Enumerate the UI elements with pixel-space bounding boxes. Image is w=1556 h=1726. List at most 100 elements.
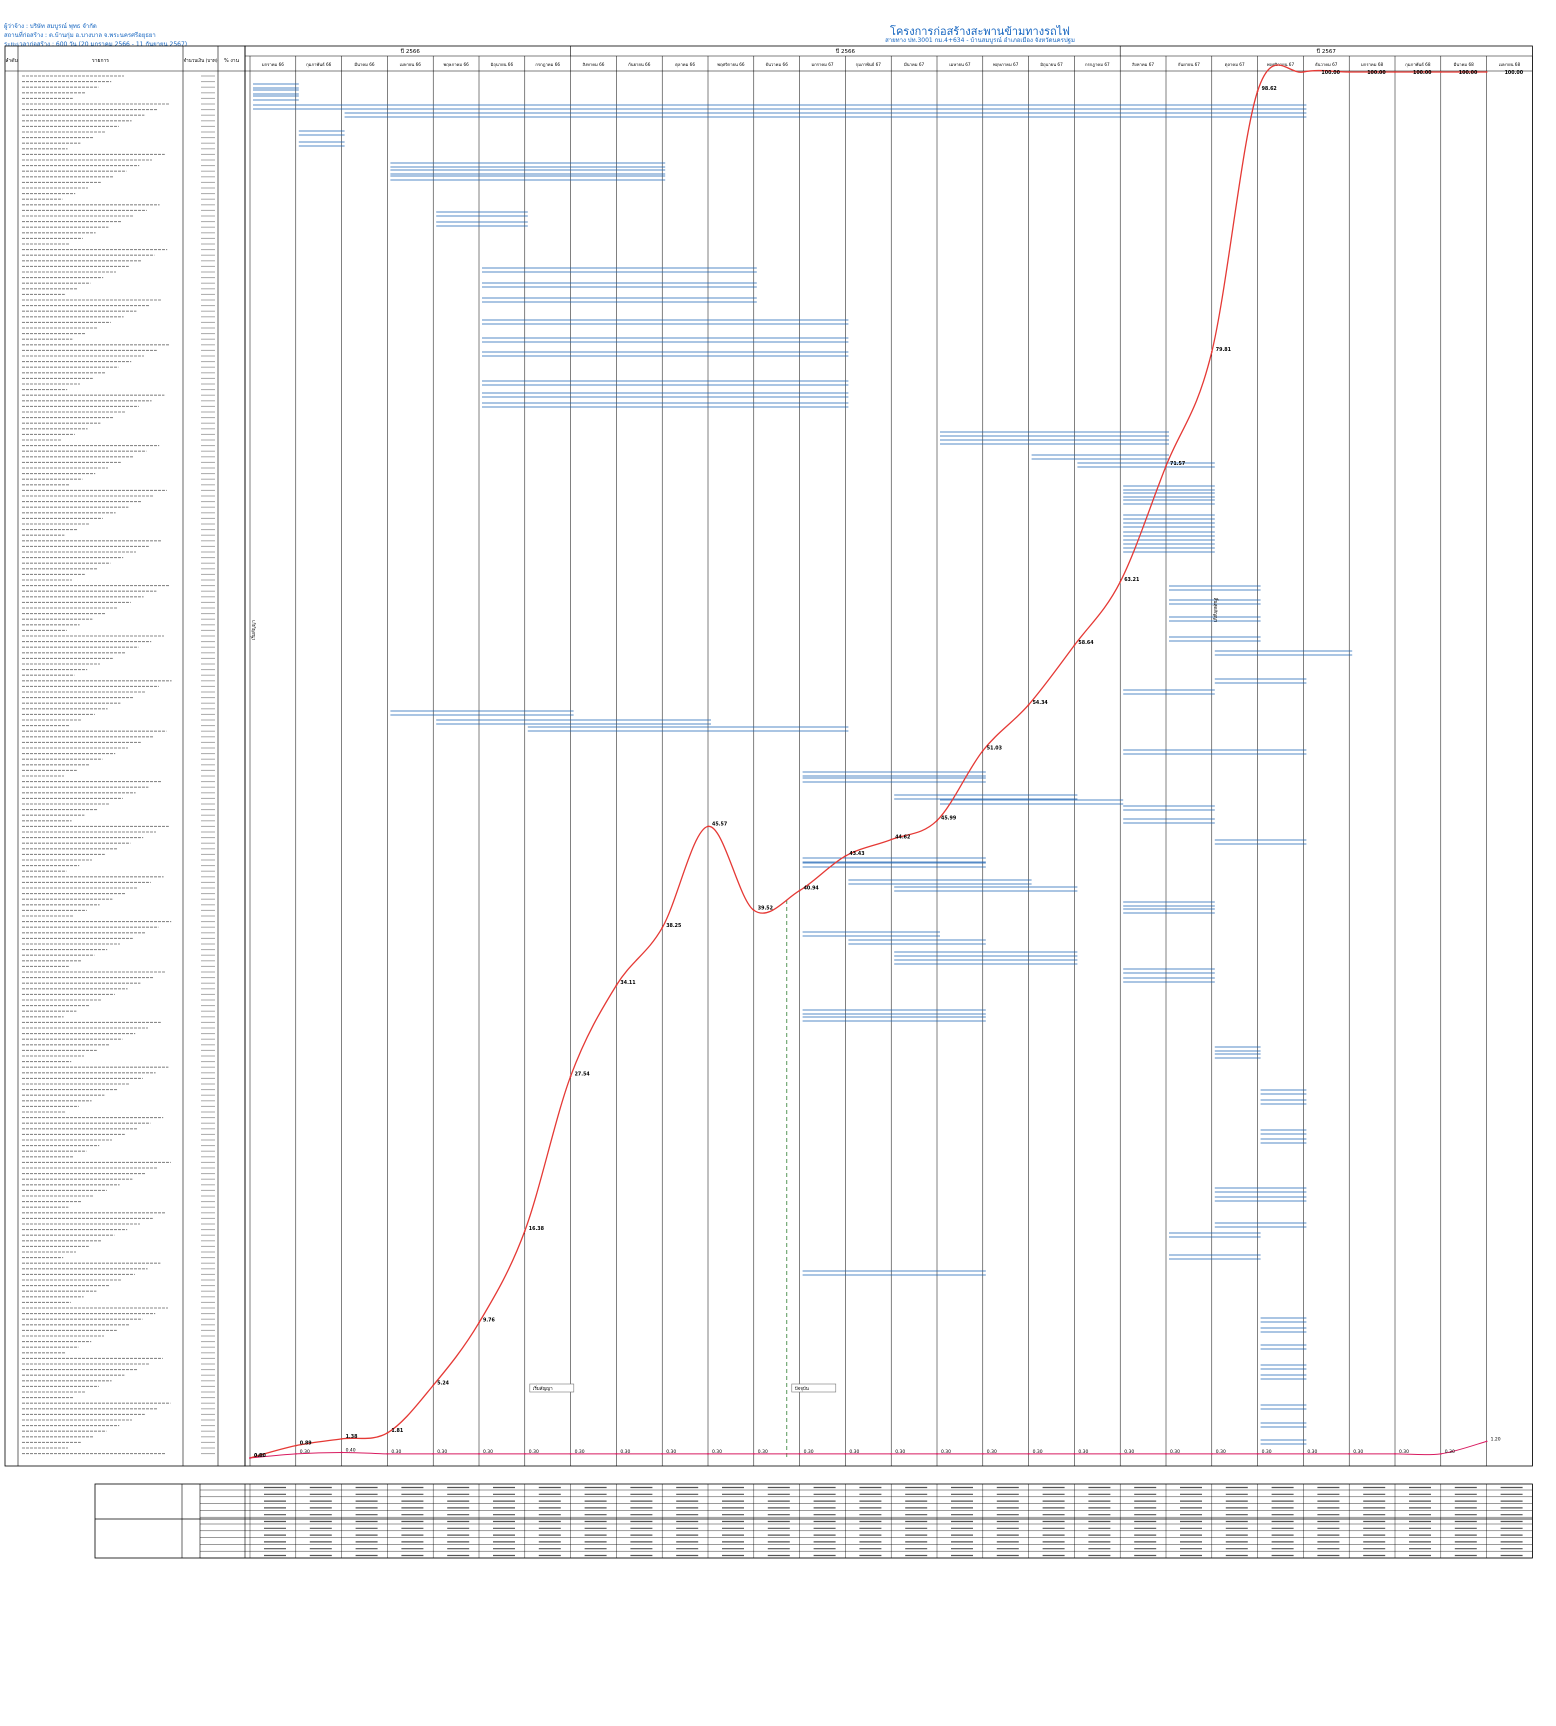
actual-value-label: 0.30: [849, 1449, 859, 1455]
plan-point: [1439, 71, 1442, 73]
chart-title: โครงการก่อสร้างสะพานข้ามทางรถไฟ: [890, 25, 1070, 38]
month-label: มีนาคม 66: [354, 62, 375, 67]
actual-point: [1439, 1452, 1442, 1455]
actual-point: [1119, 1452, 1122, 1455]
month-label: กุมภาพันธ์ 68: [1405, 62, 1431, 68]
actual-point: [661, 1452, 664, 1455]
plan-point: [1302, 71, 1305, 73]
actual-point: [1302, 1452, 1305, 1455]
table-header-amount: จำนวนเงิน (บาท): [184, 57, 218, 64]
actual-value-label: 1.20: [1491, 1436, 1501, 1442]
plan-point: [1348, 71, 1351, 73]
actual-value-label: 0.30: [758, 1449, 768, 1455]
actual-point: [936, 1452, 938, 1455]
plan-value-label: 5.24: [437, 1380, 449, 1386]
contract-start-label: เริ่มสัญญา: [250, 620, 257, 640]
plan-value-label: 98.62: [1262, 86, 1277, 92]
actual-value-label: 0.30: [620, 1449, 630, 1455]
plan-value-label: 100.00: [1505, 70, 1524, 76]
plan-value-label: 44.62: [895, 835, 910, 841]
actual-point: [1027, 1452, 1030, 1455]
actual-value-label: 0.30: [483, 1449, 493, 1455]
month-label: พฤษภาคม 67: [993, 62, 1019, 67]
plan-value-label: 34.11: [620, 980, 635, 986]
month-label: ธันวาคม 66: [766, 62, 789, 67]
current-date-box: [791, 1383, 837, 1393]
actual-value-label: 0.30: [1353, 1449, 1363, 1455]
plan-value-label: 16.38: [529, 1226, 545, 1232]
actual-point: [890, 1452, 893, 1455]
actual-value-label: 0.00: [254, 1453, 264, 1459]
plan-value-label: 43.43: [849, 851, 864, 857]
plan-point: [752, 909, 755, 912]
month-label: สิงหาคม 67: [1132, 62, 1155, 67]
project-info: ผู้ว่าจ้าง : บริษัท สมบูรณ์ พุทธ จำกัด ส…: [4, 22, 187, 49]
table-header-weight: % งาน: [224, 58, 240, 64]
actual-value-label: 0.30: [529, 1449, 539, 1455]
actual-value-label: 0.30: [1216, 1449, 1226, 1455]
plan-point: [890, 838, 893, 841]
plan-value-label: 58.64: [1078, 640, 1094, 646]
month-label: กันยายน 67: [1178, 62, 1201, 67]
actual-point: [981, 1452, 984, 1455]
actual-point: [294, 1452, 297, 1455]
actual-value-label: 0.30: [1262, 1449, 1272, 1455]
start-date-label: เริ่มสัญญา: [533, 1385, 553, 1392]
plan-point: [936, 819, 938, 822]
plan-point: [661, 926, 664, 929]
actual-point: [478, 1452, 480, 1455]
chart-subtitle: สายทาง ปท.3001 กม.4+634 - บ้านสมบูรณ์ อำ…: [885, 37, 1075, 44]
plan-value-label: 39.52: [758, 905, 773, 911]
plan-point: [981, 749, 984, 752]
table-header-no: ลำดับ: [5, 58, 17, 64]
plan-point: [523, 1230, 526, 1232]
period-text: ระยะเวลาก่อสร้าง : 600 วัน (20 มกราคม 25…: [4, 41, 188, 48]
actual-value-label: 0.30: [1170, 1449, 1180, 1455]
plan-value-label: 0.00: [254, 1453, 266, 1459]
plan-point: [569, 1075, 572, 1078]
year-label: ปี 2566: [835, 48, 856, 55]
plan-point: [1027, 703, 1030, 706]
actual-point: [1073, 1452, 1076, 1455]
actual-value-label: 0.30: [437, 1449, 447, 1455]
month-label: พฤศจิกายน 67: [1267, 62, 1295, 67]
plan-value-label: 54.34: [1033, 700, 1049, 706]
actual-point: [340, 1451, 343, 1454]
month-label: กุมภาพันธ์ 66: [306, 62, 332, 68]
location-text: สถานที่ก่อสร้าง : ต.บ้านกุ่ม อ.บางบาล จ.…: [4, 32, 156, 39]
month-label: เมษายน 68: [1499, 62, 1521, 67]
plan-value-label: 51.03: [987, 746, 1002, 752]
actual-value-label: 0.30: [895, 1449, 905, 1455]
plan-point: [386, 1432, 389, 1434]
plan-point: [707, 825, 709, 828]
month-label: เมษายน 66: [400, 62, 422, 67]
month-label: สิงหาคม 66: [582, 62, 605, 67]
month-label: เมษายน 67: [949, 62, 971, 67]
plan-value-label: 27.54: [575, 1071, 591, 1077]
plan-point: [1119, 581, 1122, 583]
actual-progress-curve: [249, 1440, 1487, 1459]
plan-point: [340, 1437, 343, 1440]
plan-point: [1485, 71, 1488, 73]
actual-point: [615, 1452, 618, 1455]
plan-point: [1210, 350, 1213, 353]
activity-table-frame: [4, 45, 246, 1467]
actual-point: [1348, 1452, 1351, 1455]
plan-value-label: 100.00: [1321, 70, 1340, 76]
plan-value-label: 1.38: [346, 1434, 358, 1440]
plan-point: [432, 1384, 435, 1387]
month-label: ตุลาคม 67: [1225, 62, 1245, 68]
actual-value-label: 0.30: [300, 1449, 310, 1455]
month-label: มกราคม 67: [811, 62, 833, 67]
actual-point: [752, 1452, 755, 1455]
actual-point: [386, 1452, 389, 1455]
actual-point: [1165, 1452, 1167, 1455]
actual-point: [707, 1452, 709, 1455]
actual-point: [249, 1457, 251, 1459]
actual-value-label: 0.30: [1078, 1449, 1088, 1455]
year-label: ปี 2567: [1316, 48, 1337, 55]
plan-value-label: 45.57: [712, 821, 727, 827]
month-label: มิถุนายน 67: [1040, 62, 1063, 68]
month-label: ธันวาคม 67: [1315, 62, 1338, 67]
